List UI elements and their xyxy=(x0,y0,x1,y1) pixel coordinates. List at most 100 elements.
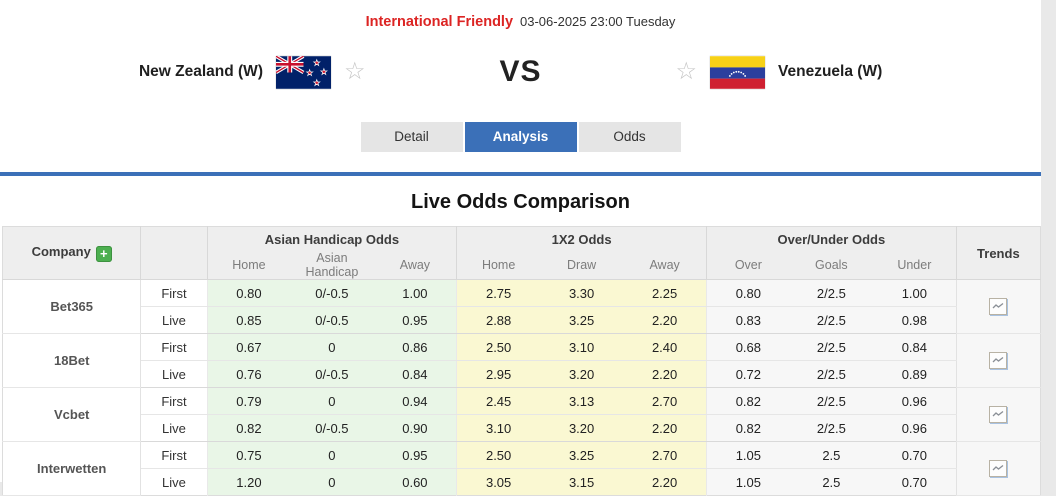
ou-odds-value: 0.70 xyxy=(872,468,957,496)
trend-chart-icon[interactable] xyxy=(989,406,1008,423)
home-favorite-star-icon[interactable]: ☆ xyxy=(343,58,366,85)
ou-odds-value: 1.05 xyxy=(705,441,790,469)
over-under-group-header: Over/Under Odds xyxy=(706,226,957,251)
table-row-interwetten-live: Live 1.20 0 0.60 3.05 3.15 2.20 1.05 2.5 0.70 xyxy=(3,468,1041,496)
stage-label: First xyxy=(140,441,208,469)
ah-handicap-header: Asian Handicap xyxy=(290,251,374,280)
stage-label: Live xyxy=(140,306,208,334)
x12-odds-value: 2.70 xyxy=(623,387,707,415)
ou-under-header: Under xyxy=(872,251,957,280)
stage-label: First xyxy=(140,387,208,415)
trend-chart-icon[interactable] xyxy=(989,298,1008,315)
x12-draw-header: Draw xyxy=(540,251,624,280)
ah-odds-value: 0/-0.5 xyxy=(290,306,374,334)
stage-label: First xyxy=(140,333,208,361)
live-odds-table: Company + Asian Handicap Odds 1X2 Odds Ov… xyxy=(2,226,1041,496)
company-name: 18Bet xyxy=(2,333,142,388)
home-team-block: New Zealand (W) ★ ★ ★ ★ xyxy=(0,54,466,89)
svg-text:★: ★ xyxy=(306,67,313,77)
table-row-bet365-live: Live 0.85 0/-0.5 0.95 2.88 3.25 2.20 0.83 2/2.5 0… xyxy=(3,306,1041,334)
ah-odds-value: 0/-0.5 xyxy=(290,414,374,442)
x12-odds-value: 2.50 xyxy=(456,441,540,469)
ah-odds-value: 0.94 xyxy=(373,387,457,415)
trends-cell xyxy=(955,333,1041,388)
ah-odds-value: 0.95 xyxy=(373,441,457,469)
home-team-name: New Zealand (W) xyxy=(138,63,263,80)
company-column-header: Company + xyxy=(2,226,141,280)
analysis-panel: Live Odds Comparison Company + Asian Hand… xyxy=(0,176,1041,496)
trend-chart-icon[interactable] xyxy=(989,460,1008,477)
svg-text:★: ★ xyxy=(313,57,320,67)
x12-odds-value: 3.20 xyxy=(540,414,624,442)
ou-odds-value: 0.96 xyxy=(872,414,957,442)
ou-odds-value: 0.72 xyxy=(705,360,790,388)
ou-odds-value: 0.89 xyxy=(872,360,957,388)
trends-cell xyxy=(955,279,1041,334)
tab-bar: Detail Analysis Odds xyxy=(0,122,1041,152)
x12-odds-value: 2.88 xyxy=(456,306,540,334)
ah-odds-value: 0 xyxy=(290,441,374,469)
table-group-header-row: Company + Asian Handicap Odds 1X2 Odds Ov… xyxy=(2,226,1041,280)
ou-odds-value: 0.96 xyxy=(872,387,957,415)
trend-chart-icon[interactable] xyxy=(989,352,1008,369)
ah-odds-value: 0 xyxy=(290,387,374,415)
ah-odds-value: 0.95 xyxy=(373,306,457,334)
ou-odds-value: 2/2.5 xyxy=(789,360,873,388)
ou-over-header: Over xyxy=(705,251,790,280)
teams-row: New Zealand (W) ★ ★ ★ ★ xyxy=(0,46,1041,98)
stage-label: First xyxy=(140,279,208,307)
ah-home-header: Home xyxy=(206,251,291,280)
away-favorite-star-icon[interactable]: ☆ xyxy=(675,58,698,85)
x12-odds-value: 3.15 xyxy=(540,468,624,496)
x12-odds-value: 2.45 xyxy=(456,387,540,415)
x12-odds-value: 2.20 xyxy=(623,468,707,496)
x12-away-header: Away xyxy=(623,251,707,280)
tabs-area: Detail Analysis Odds xyxy=(0,122,1041,152)
tab-detail[interactable]: Detail xyxy=(360,122,463,152)
x12-odds-value: 2.20 xyxy=(623,414,707,442)
trends-cell xyxy=(955,441,1041,496)
stage-label: Live xyxy=(140,414,208,442)
stage-label: Live xyxy=(140,360,208,388)
ah-odds-value: 1.20 xyxy=(206,468,291,496)
asian-handicap-group-header: Asian Handicap Odds xyxy=(206,226,457,251)
svg-text:★: ★ xyxy=(313,77,320,87)
ah-odds-value: 0/-0.5 xyxy=(290,360,374,388)
x12-odds-value: 3.30 xyxy=(540,279,624,307)
ah-away-header: Away xyxy=(373,251,457,280)
ou-odds-value: 2/2.5 xyxy=(789,279,873,307)
ah-odds-value: 0.60 xyxy=(373,468,457,496)
company-name: Interwetten xyxy=(2,441,142,496)
ah-odds-value: 0.82 xyxy=(206,414,291,442)
tab-underline-bar xyxy=(0,172,1056,176)
x12-odds-value: 2.50 xyxy=(456,333,540,361)
x12-odds-value: 2.20 xyxy=(623,306,707,334)
ou-odds-value: 1.00 xyxy=(872,279,957,307)
ou-odds-value: 0.68 xyxy=(705,333,790,361)
ou-goals-header: Goals xyxy=(789,251,873,280)
ou-odds-value: 0.84 xyxy=(872,333,957,361)
ah-odds-value: 0 xyxy=(290,333,374,361)
table-row-18bet-first: 18Bet First 0.67 0 0.86 2.50 3.10 2.40 0.68 2/2.5… xyxy=(2,333,1041,388)
ou-odds-value: 0.80 xyxy=(705,279,790,307)
ou-odds-value: 0.83 xyxy=(705,306,790,334)
table-row-vcbet-first: Vcbet First 0.79 0 0.94 2.45 3.13 2.70 0.82 2/2.5… xyxy=(2,387,1041,442)
league-name: International Friendly xyxy=(365,14,514,30)
ou-odds-value: 2.5 xyxy=(789,441,873,469)
tab-odds[interactable]: Odds xyxy=(578,122,681,152)
odds-table-body: Bet365 First 0.80 0/-0.5 1.00 2.75 3.30 2.25 0.8… xyxy=(2,279,1041,496)
ou-odds-value: 2/2.5 xyxy=(789,414,873,442)
ou-odds-value: 0.98 xyxy=(872,306,957,334)
tab-analysis[interactable]: Analysis xyxy=(464,122,577,152)
ah-odds-value: 0.90 xyxy=(373,414,457,442)
add-company-button[interactable]: + xyxy=(95,246,112,262)
section-title: Live Odds Comparison xyxy=(411,191,630,213)
x12-odds-value: 3.20 xyxy=(540,360,624,388)
ou-odds-value: 0.82 xyxy=(705,414,790,442)
ah-odds-value: 0.67 xyxy=(206,333,291,361)
new-zealand-flag-icon: ★ ★ ★ ★ xyxy=(275,54,331,89)
company-name: Bet365 xyxy=(2,279,142,334)
match-datetime: 03-06-2025 23:00 Tuesday xyxy=(520,14,676,29)
company-header-label: Company xyxy=(31,244,91,259)
1x2-group-header: 1X2 Odds xyxy=(456,226,707,251)
